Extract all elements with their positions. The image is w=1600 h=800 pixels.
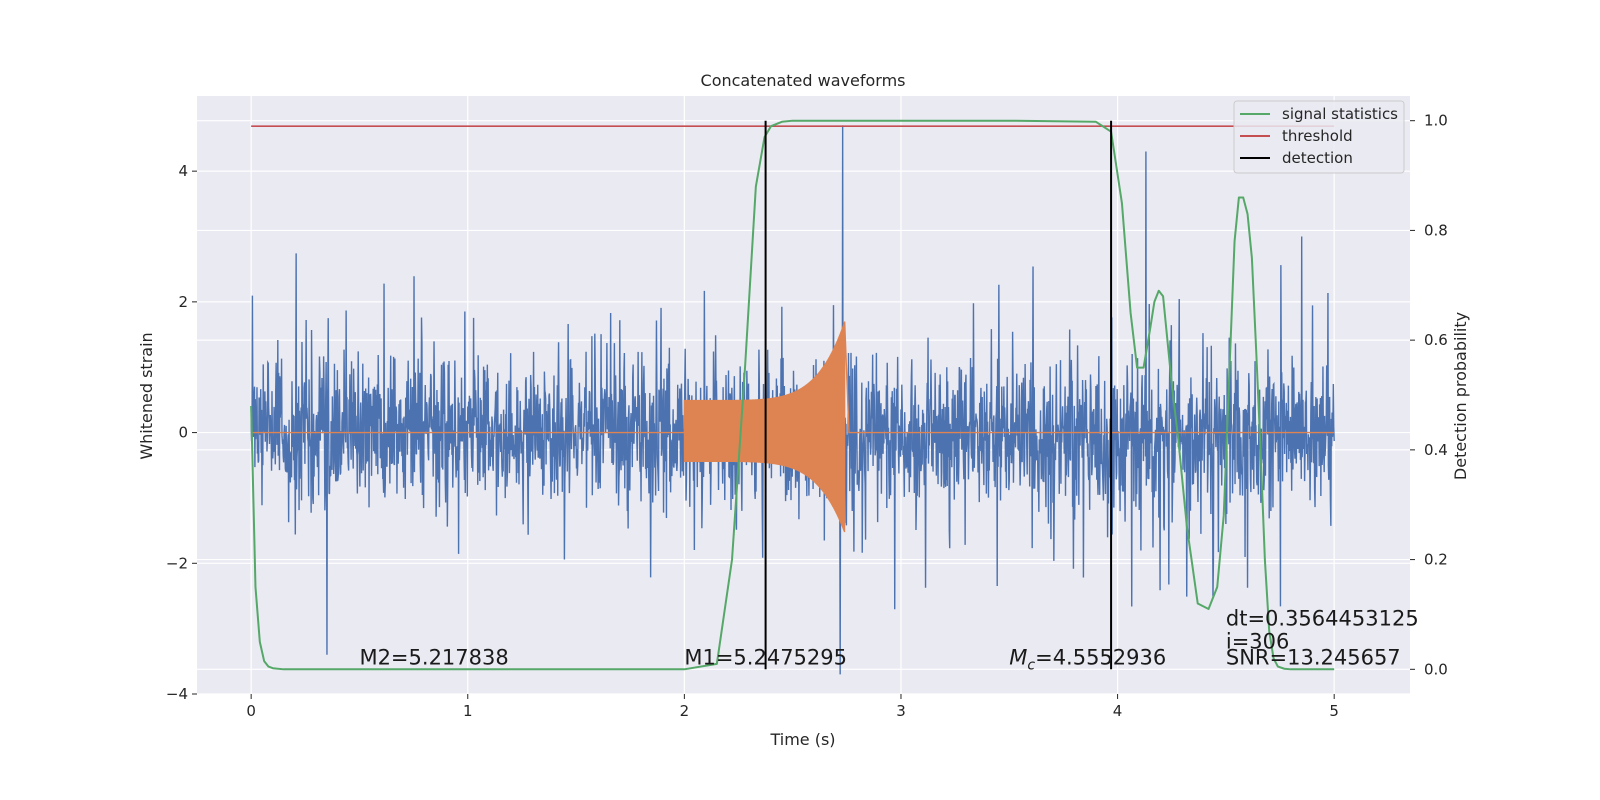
chart-title: Concatenated waveforms [701, 71, 906, 90]
injected-waveform-series [251, 321, 1335, 533]
x-tick-label: 0 [246, 702, 256, 720]
y-tick-label: 4 [178, 162, 188, 180]
y-tick-label: −2 [166, 554, 188, 572]
annotation-text: dt=0.3564453125 [1226, 606, 1419, 630]
legend-label-signal-statistics: signal statistics [1282, 105, 1398, 123]
annotation-text: i=306 [1226, 629, 1290, 653]
x-axis-label: Time (s) [769, 730, 835, 749]
x-tick-label: 5 [1329, 702, 1339, 720]
y-axis-label: Whitened strain [137, 332, 156, 459]
annotation-text: M1=5.2475295 [684, 646, 847, 670]
signal-statistics-line [250, 119, 1335, 671]
annotation-value: =4.5552936 [1035, 646, 1166, 670]
x-tick-label: 2 [680, 702, 690, 720]
y-tick-label: −4 [166, 685, 188, 703]
y2-tick-label: 0.6 [1424, 331, 1448, 349]
injected-waveform-line [251, 321, 1335, 533]
annotation-prefix: M [1009, 646, 1027, 670]
x-tick-label: 4 [1113, 702, 1123, 720]
y2-tick-label: 0.8 [1424, 221, 1448, 239]
annotations: M2=5.217838 M1=5.2475295 Mc=4.5552936 SNR=1… [359, 606, 1418, 673]
y2-tick-label: 0.0 [1424, 660, 1448, 678]
annotation-text: SNR=13.245657 [1226, 646, 1401, 670]
annotation-subscript: c [1027, 658, 1035, 674]
legend-label-detection: detection [1282, 149, 1353, 167]
x-tick-label: 3 [896, 702, 906, 720]
detection-series [764, 120, 1113, 670]
y2-axis-label: Detection probability [1451, 312, 1470, 480]
x-tick-label: 1 [463, 702, 473, 720]
legend-label-threshold: threshold [1282, 127, 1353, 145]
legend: signal statistics threshold detection [1233, 100, 1405, 174]
y2-tick-label: 1.0 [1424, 112, 1448, 130]
signal-statistics-series [250, 119, 1335, 671]
annotation-text: M2=5.217838 [359, 646, 508, 670]
y2-tick-label: 0.2 [1424, 551, 1448, 569]
y-tick-label: 2 [178, 293, 188, 311]
axis-ticks: 0 1 2 3 4 5 −4 −2 0 2 4 0.0 0.2 0.4 0.6 0.8 1.0 [166, 112, 1448, 720]
y2-tick-label: 0.4 [1424, 441, 1448, 459]
legend-box [1233, 100, 1405, 174]
y-tick-label: 0 [178, 424, 188, 442]
annotation-text: Mc=4.5552936 [1009, 646, 1166, 674]
